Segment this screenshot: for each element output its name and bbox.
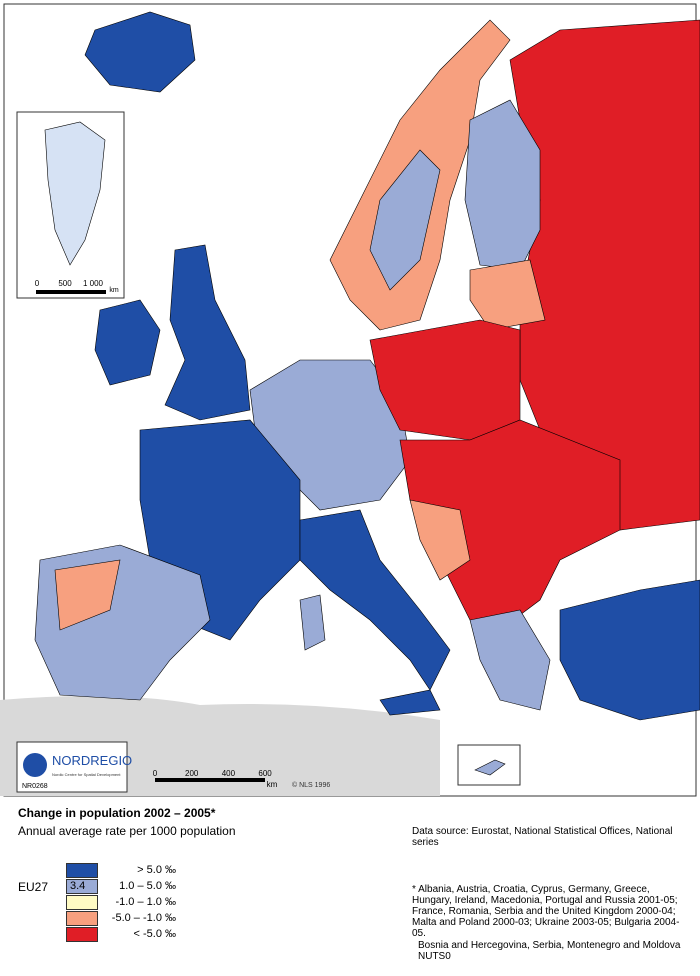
scale-label: km [109,287,119,294]
logo-globe [23,753,47,777]
title: Change in population 2002 – 2005* [18,806,216,820]
map: 0 500 1 000 km NORDREGIO Nordic Centre for … [0,3,700,797]
legend-swatch [66,927,98,942]
eu-value: 3.4 [70,880,86,892]
corsica-sardinia [299,594,326,651]
scale-label: 1 000 [83,279,104,288]
copyright: © NLS 1996 [292,781,330,789]
scale-label: 400 [222,769,236,778]
legend-swatch [66,879,98,894]
main-scale: 0 200 400 600 km [153,769,278,789]
legend-label: -5.0 – -1.0 ‰ [111,912,176,924]
logo-name: NORDREGIO [52,753,132,768]
data-source: Data source: Eurostat, National Statisti… [412,826,673,848]
footnote: * Albania, Austria, Croatia, Cyprus, Ger… [412,884,680,939]
ireland [94,299,161,386]
logo-tagline: Nordic Centre for Spatial Development [52,772,121,777]
legend-swatch [66,863,98,878]
baltics [469,259,546,331]
subtitle: Annual average rate per 1000 population [18,824,236,838]
scale-label: km [267,780,278,789]
iceland [84,11,196,93]
greece [469,609,551,711]
note: Bosnia and Hercegovina, Serbia, Monteneg… [418,940,681,962]
scale-bar [155,778,265,782]
scale-label: 600 [258,769,272,778]
eu-label: EU27 [18,880,49,894]
cyprus [474,759,506,776]
iberia-north [54,559,121,631]
scale-label: 500 [58,279,72,288]
legend-swatch [66,895,98,910]
greenland [44,121,106,266]
inset-scale: 0 500 1 000 km [35,279,119,294]
legend-label: < -5.0 ‰ [133,928,177,940]
legend-label: 1.0 – 5.0 ‰ [119,880,176,892]
logo-code: NR0268 [22,783,48,790]
scale-label: 0 [35,279,40,288]
legend-label: > 5.0 ‰ [137,864,176,876]
scale-label: 0 [153,769,158,778]
scale-label: 200 [185,769,199,778]
inset-scale-bar [36,290,106,294]
great-britain [164,244,251,421]
legend-label: -1.0 – 1.0 ‰ [115,896,176,908]
sweden-south [369,149,441,291]
turkey [559,579,700,721]
sicily [379,689,441,716]
finland [464,99,541,271]
legend-swatch [66,911,98,926]
croatia [409,499,471,581]
